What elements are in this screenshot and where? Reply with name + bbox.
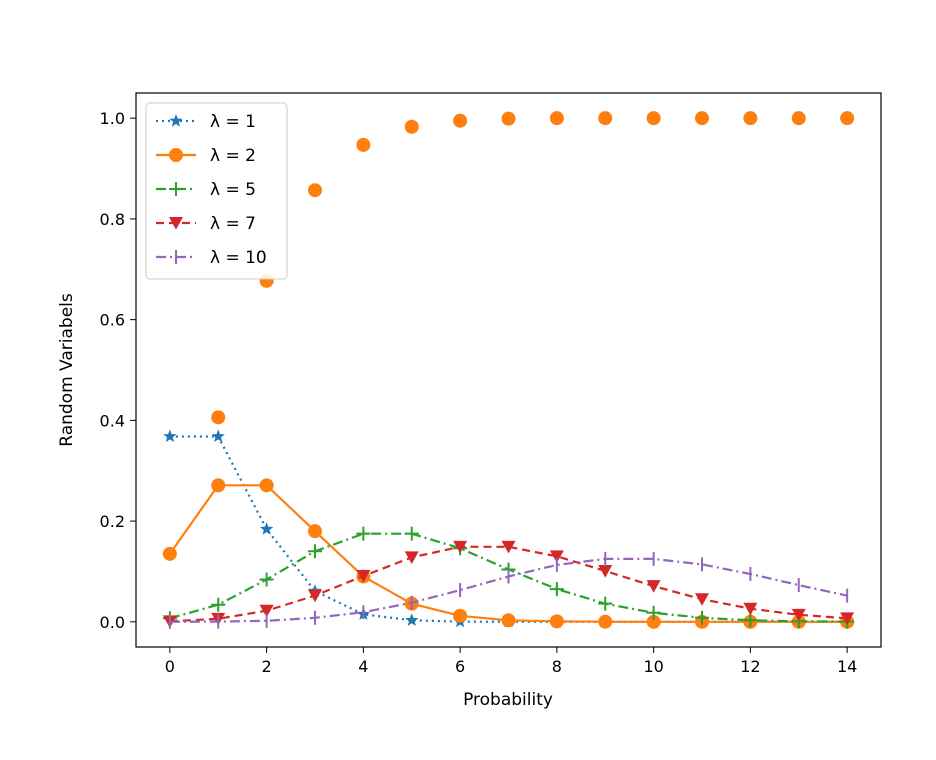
y-tick-label: 0.4 <box>100 411 125 430</box>
marker-star <box>169 114 183 127</box>
y-tick-label: 1.0 <box>100 109 125 128</box>
marker-plus <box>646 605 661 620</box>
marker-triangle <box>404 551 419 565</box>
y-tick-label: 0.6 <box>100 311 125 330</box>
marker-star <box>260 522 274 535</box>
marker-plus <box>307 544 322 559</box>
marker-plus <box>695 610 710 625</box>
marker-circle <box>453 608 468 623</box>
legend-box <box>145 102 288 280</box>
marker-triangle <box>259 604 274 618</box>
x-tick-label: 8 <box>552 657 562 676</box>
marker-circle <box>307 183 322 198</box>
x-tick-label: 4 <box>358 657 368 676</box>
marker-circle <box>169 148 183 162</box>
marker-circle <box>598 111 613 126</box>
marker-circle <box>646 111 661 126</box>
marker-circle <box>453 113 468 128</box>
marker-circle <box>501 613 516 628</box>
series-cdf-points <box>211 111 855 425</box>
marker-circle <box>840 111 855 126</box>
marker-triangle <box>169 217 183 230</box>
series-layer <box>162 111 855 629</box>
marker-circle <box>743 111 758 126</box>
marker-triangle <box>791 608 806 622</box>
marker-plus <box>259 572 274 587</box>
marker-plus <box>356 526 371 541</box>
marker-triangle <box>598 565 613 578</box>
marker-star <box>211 429 225 443</box>
series-7 <box>162 540 855 628</box>
marker-circle <box>307 524 322 539</box>
x-tick-label: 0 <box>165 657 175 676</box>
legend-label: λ = 2 <box>210 146 256 166</box>
marker-star <box>405 613 419 626</box>
marker-circle <box>404 119 419 134</box>
marker-plus <box>404 526 419 541</box>
x-tick-label: 12 <box>740 657 760 676</box>
x-tick-label: 6 <box>455 657 465 676</box>
y-tick-label: 0.0 <box>100 613 125 632</box>
legend: λ = 1 λ = 2 λ = 5 λ = 7 λ = 10 <box>145 102 288 280</box>
marker-circle <box>598 614 613 629</box>
marker-circle <box>211 478 226 493</box>
y-tick-label: 0.8 <box>100 210 125 229</box>
marker-triangle <box>646 580 661 593</box>
marker-circle <box>549 111 564 126</box>
marker-circle <box>549 614 564 629</box>
legend-label: λ = 5 <box>210 180 256 200</box>
marker-triangle <box>743 602 758 616</box>
marker-triangle <box>840 612 855 625</box>
marker-plus <box>598 596 613 611</box>
marker-triangle <box>501 540 516 554</box>
marker-circle <box>501 111 516 126</box>
series-10 <box>168 551 849 629</box>
x-axis-label: Probability <box>463 690 553 710</box>
y-tick-label: 0.2 <box>100 512 125 531</box>
marker-triangle <box>453 540 468 554</box>
marker-circle <box>259 478 274 493</box>
marker-plus <box>549 582 564 597</box>
marker-circle <box>695 111 710 126</box>
x-tick-label: 2 <box>262 657 272 676</box>
marker-triangle <box>307 589 322 603</box>
axis-ticks: 0 2 4 6 8 10 12 14 0.0 0.2 0.4 0.6 0.8 1.0 <box>100 109 858 676</box>
marker-circle <box>791 111 806 126</box>
plot-frame <box>135 92 882 648</box>
marker-circle <box>211 410 226 425</box>
marker-circle <box>162 546 177 561</box>
legend-label: λ = 1 <box>210 112 256 132</box>
marker-circle <box>646 614 661 629</box>
marker-circle <box>356 137 371 152</box>
marker-plus <box>211 597 226 612</box>
y-axis-label: Random Variabels <box>57 293 77 447</box>
x-tick-label: 10 <box>643 657 663 676</box>
marker-plus <box>743 613 758 628</box>
legend-label: λ = 10 <box>210 248 267 268</box>
legend-label: λ = 7 <box>210 214 256 234</box>
x-tick-label: 14 <box>837 657 857 676</box>
marker-triangle <box>695 593 710 606</box>
marker-plus <box>169 182 183 196</box>
marker-triangle <box>356 570 371 583</box>
marker-triangle <box>549 550 564 563</box>
marker-star <box>163 429 177 443</box>
